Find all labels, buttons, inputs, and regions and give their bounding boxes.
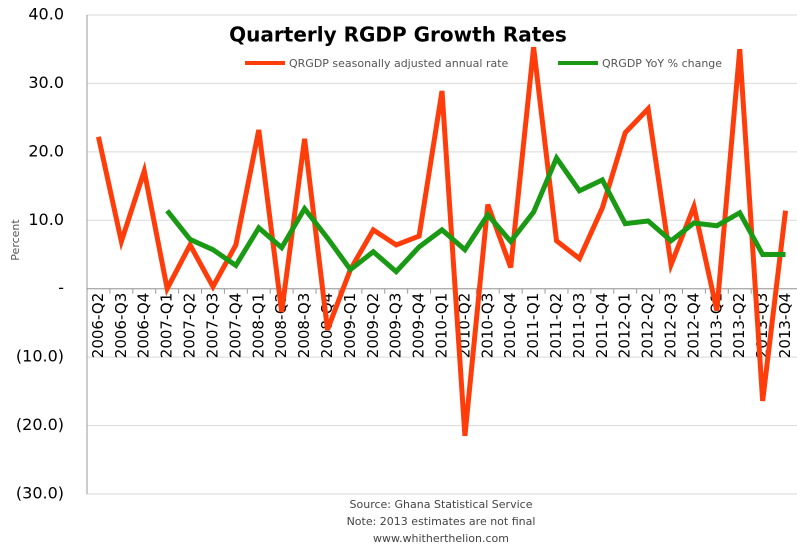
x-tick-label: 2009-Q2 bbox=[364, 293, 382, 359]
x-tick-label: 2009-Q4 bbox=[410, 293, 428, 359]
y-tick-label: - bbox=[58, 278, 64, 297]
x-tick-label: 2007-Q4 bbox=[226, 293, 244, 359]
x-tick-label: 2006-Q2 bbox=[89, 293, 107, 359]
x-tick-label: 2013-Q4 bbox=[776, 293, 794, 359]
x-tick-label: 2010-Q4 bbox=[501, 293, 519, 359]
legend-label: QRGDP seasonally adjusted annual rate bbox=[289, 57, 509, 70]
source-note: Note: 2013 estimates are not final bbox=[347, 515, 536, 528]
x-tick-label: 2012-Q3 bbox=[662, 293, 680, 359]
y-tick-label: (30.0) bbox=[16, 484, 64, 503]
x-tick-label: 2008-Q3 bbox=[295, 293, 313, 359]
x-tick-label: 2010-Q3 bbox=[478, 293, 496, 359]
y-tick-label: 20.0 bbox=[28, 141, 64, 160]
x-tick-label: 2006-Q3 bbox=[112, 293, 130, 359]
x-tick-label: 2008-Q2 bbox=[272, 293, 290, 359]
chart-title: Quarterly RGDP Growth Rates bbox=[229, 23, 567, 47]
source-note: Source: Ghana Statistical Service bbox=[350, 498, 533, 511]
x-tick-label: 2011-Q2 bbox=[547, 293, 565, 359]
x-tick-label: 2013-Q2 bbox=[730, 293, 748, 359]
y-tick-label: 40.0 bbox=[28, 5, 64, 24]
x-tick-label: 2007-Q2 bbox=[181, 293, 199, 359]
x-tick-label: 2007-Q3 bbox=[203, 293, 221, 359]
legend-label: QRGDP YoY % change bbox=[602, 57, 722, 70]
x-tick-label: 2012-Q1 bbox=[616, 293, 634, 359]
series-line bbox=[165, 152, 786, 276]
x-tick-label: 2010-Q1 bbox=[433, 293, 451, 359]
series-line bbox=[96, 46, 789, 437]
x-tick-label: 2012-Q2 bbox=[639, 293, 657, 359]
x-tick-label: 2006-Q4 bbox=[135, 293, 153, 359]
x-tick-label: 2009-Q1 bbox=[341, 293, 359, 359]
x-tick-label: 2011-Q1 bbox=[524, 293, 542, 359]
y-tick-label: 30.0 bbox=[28, 73, 64, 92]
x-tick-label: 2011-Q4 bbox=[593, 293, 611, 359]
x-tick-label: 2007-Q1 bbox=[158, 293, 176, 359]
y-tick-label: (20.0) bbox=[16, 415, 64, 434]
x-tick-label: 2009-Q3 bbox=[387, 293, 405, 359]
y-tick-label: 10.0 bbox=[28, 210, 64, 229]
x-tick-label: 2012-Q4 bbox=[684, 293, 702, 359]
x-tick-label: 2008-Q1 bbox=[249, 293, 267, 359]
y-axis-label: Percent bbox=[9, 219, 22, 261]
source-note: www.whitherthelion.com bbox=[373, 532, 509, 545]
y-tick-label: (10.0) bbox=[16, 347, 64, 366]
x-tick-label: 2013-Q1 bbox=[707, 293, 725, 359]
x-tick-label: 2011-Q3 bbox=[570, 293, 588, 359]
